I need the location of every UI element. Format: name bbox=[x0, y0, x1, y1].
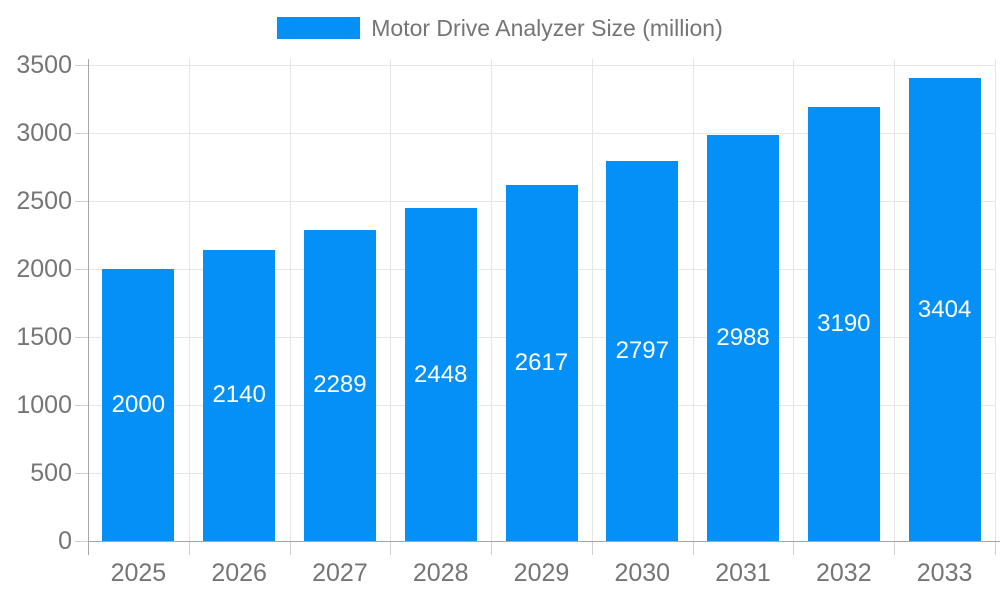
bar-2032 bbox=[807, 107, 880, 541]
v-gridline bbox=[188, 59, 190, 541]
bar-2033 bbox=[908, 78, 981, 541]
v-gridline bbox=[491, 59, 493, 541]
x-tick bbox=[491, 541, 493, 555]
bar-2029 bbox=[505, 185, 578, 541]
x-tick bbox=[390, 541, 392, 555]
x-axis-label: 2031 bbox=[715, 559, 771, 587]
bar-2026 bbox=[203, 249, 276, 541]
x-axis-label: 2033 bbox=[916, 559, 973, 587]
x-tick bbox=[591, 541, 593, 555]
bar-2027 bbox=[303, 229, 376, 541]
y-axis-label: 0 bbox=[58, 527, 72, 555]
legend-label: Motor Drive Analyzer Size (million) bbox=[371, 15, 723, 41]
v-gridline bbox=[289, 59, 291, 541]
legend-swatch bbox=[277, 17, 361, 39]
y-tick bbox=[75, 133, 88, 134]
bar-value-label: 2448 bbox=[414, 360, 468, 388]
v-gridline bbox=[793, 59, 795, 541]
bar-value-label: 2988 bbox=[716, 323, 770, 351]
x-tick bbox=[995, 541, 996, 555]
x-axis-label: 2025 bbox=[110, 559, 167, 587]
bar-value-label: 3190 bbox=[817, 310, 871, 338]
x-axis-label: 2028 bbox=[412, 559, 469, 587]
y-axis-label: 2500 bbox=[16, 187, 72, 215]
x-tick bbox=[88, 541, 89, 555]
x-axis-label: 2030 bbox=[614, 559, 671, 587]
bar-2030 bbox=[606, 160, 679, 541]
y-tick bbox=[75, 405, 88, 406]
y-tick bbox=[75, 201, 88, 202]
x-axis-label: 2029 bbox=[513, 559, 570, 587]
y-tick bbox=[75, 541, 88, 542]
x-axis-line bbox=[88, 541, 1000, 542]
x-axis-label: 2027 bbox=[312, 559, 368, 587]
legend: Motor Drive Analyzer Size (million) bbox=[0, 14, 1000, 42]
v-gridline bbox=[692, 59, 694, 541]
v-gridline bbox=[591, 59, 593, 541]
y-axis-label: 3500 bbox=[16, 51, 72, 79]
h-gridline bbox=[88, 65, 995, 66]
v-gridline bbox=[894, 59, 896, 541]
y-axis-label: 3000 bbox=[16, 119, 72, 147]
y-axis-label: 1500 bbox=[16, 323, 72, 351]
v-gridline bbox=[390, 59, 392, 541]
y-tick bbox=[75, 473, 88, 474]
x-tick bbox=[692, 541, 694, 555]
x-axis-label: 2032 bbox=[816, 559, 872, 587]
bar-value-label: 3404 bbox=[917, 295, 972, 323]
bar-value-label: 2797 bbox=[615, 336, 669, 364]
y-tick bbox=[75, 65, 88, 66]
bar-value-label: 2289 bbox=[313, 371, 367, 399]
h-gridline bbox=[88, 133, 995, 134]
y-tick bbox=[75, 337, 88, 338]
bar-value-label: 2000 bbox=[111, 391, 166, 418]
y-axis-label: 500 bbox=[30, 459, 72, 487]
bar-value-label: 2140 bbox=[212, 381, 266, 409]
bar-2025 bbox=[102, 269, 175, 541]
x-tick bbox=[188, 541, 190, 555]
bar-value-label: 2617 bbox=[514, 349, 569, 377]
x-tick bbox=[289, 541, 291, 555]
x-tick bbox=[793, 541, 795, 555]
bar-2031 bbox=[707, 134, 780, 541]
v-gridline bbox=[995, 59, 996, 541]
y-axis-line bbox=[88, 59, 89, 541]
x-tick bbox=[894, 541, 896, 555]
y-axis-label: 2000 bbox=[16, 255, 72, 283]
x-axis-label: 2026 bbox=[211, 559, 267, 587]
bar-2028 bbox=[404, 208, 477, 541]
y-axis-label: 1000 bbox=[16, 391, 72, 419]
y-tick bbox=[75, 269, 88, 270]
